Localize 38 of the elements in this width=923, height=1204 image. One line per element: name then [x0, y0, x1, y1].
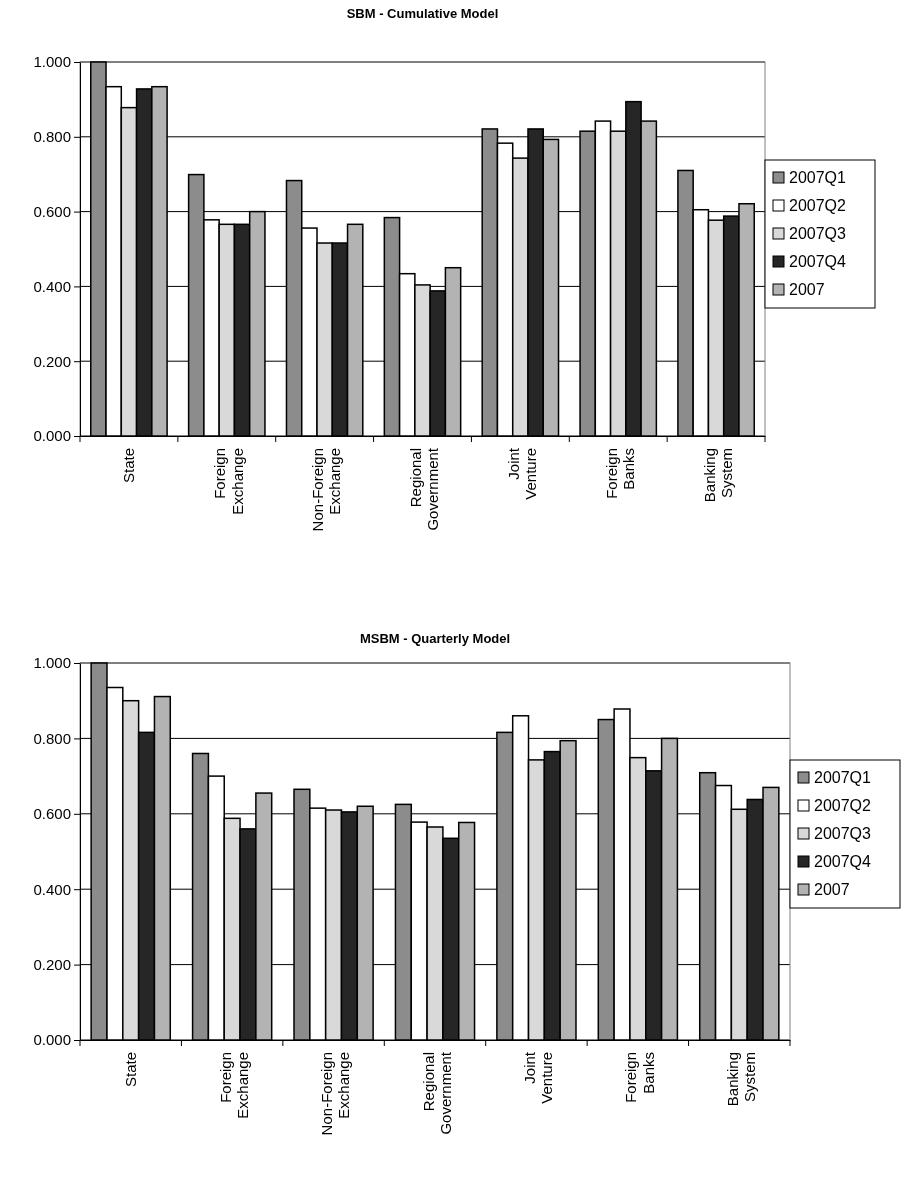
- x-tick-label: Foreign Exchange: [211, 448, 246, 515]
- x-tick-label: Banking System: [700, 448, 735, 503]
- legend-label: 2007Q1: [789, 169, 847, 186]
- x-tick-label: Foreign Banks: [622, 1052, 657, 1103]
- legend-label: 2007Q4: [814, 853, 872, 870]
- x-tick-label: Non-Foreign Exchange: [309, 448, 344, 532]
- legend-label: 2007Q3: [789, 225, 847, 242]
- y-tick-label: 0.400: [33, 880, 71, 898]
- x-tick-label: State: [121, 1052, 139, 1088]
- legend-label: 2007Q3: [814, 825, 872, 842]
- x-tick-label: Regional Government: [419, 1051, 454, 1135]
- legend-label: 2007: [814, 881, 850, 898]
- y-tick-label: 0.000: [33, 427, 71, 445]
- legend-label: 2007: [789, 281, 825, 298]
- x-tick-label: Foreign Banks: [602, 448, 637, 499]
- x-tick-label: Regional Government: [407, 447, 442, 531]
- legend-label: 2007Q2: [789, 197, 847, 214]
- x-tick-label: State: [120, 448, 138, 484]
- chart-title: SBM - Cumulative Model: [346, 6, 499, 21]
- legend-label: 2007Q2: [814, 797, 872, 814]
- y-tick-label: 1.000: [33, 53, 71, 71]
- x-tick-label: Foreign Exchange: [216, 1052, 251, 1119]
- y-tick-label: 0.800: [33, 729, 71, 747]
- y-tick-label: 0.200: [33, 955, 71, 973]
- chart-title: MSBM - Quarterly Model: [359, 631, 511, 646]
- legend-label: 2007Q4: [789, 253, 847, 270]
- y-tick-label: 0.000: [33, 1031, 71, 1049]
- y-tick-label: 0.200: [33, 352, 71, 370]
- x-tick-label: Joint Venture: [520, 1051, 556, 1104]
- x-tick-label: Non-Foreign Exchange: [318, 1052, 353, 1136]
- y-tick-label: 1.000: [33, 654, 71, 672]
- y-tick-label: 0.600: [33, 202, 71, 220]
- y-tick-label: 0.600: [33, 805, 71, 823]
- y-tick-label: 0.800: [33, 128, 71, 146]
- x-tick-label: Joint Venture: [504, 447, 540, 500]
- y-tick-label: 0.400: [33, 277, 71, 295]
- x-tick-label: Banking System: [723, 1052, 759, 1107]
- legend-label: 2007Q1: [814, 769, 872, 786]
